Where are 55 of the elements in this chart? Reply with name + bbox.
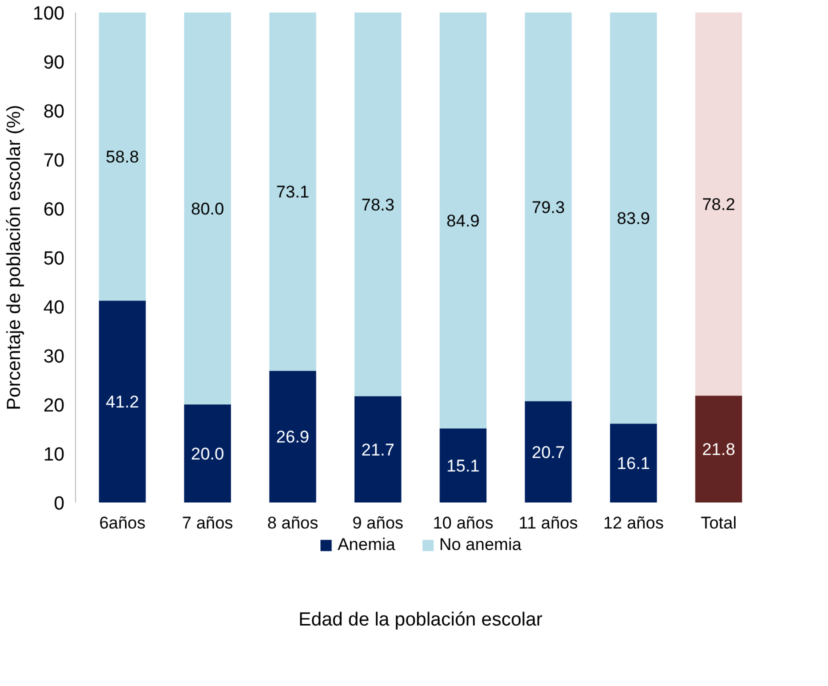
bar: [610, 12, 657, 424]
data-label: 21.7: [361, 440, 394, 460]
data-label: 21.8: [702, 440, 736, 460]
y-tick-label: 80: [43, 102, 65, 122]
bar: [440, 12, 487, 429]
y-tick-label: 0: [54, 494, 65, 514]
bar: [184, 12, 231, 404]
x-tick-label: 11 años: [518, 514, 578, 532]
y-tick-label: 100: [32, 4, 64, 24]
bar: [184, 404, 231, 502]
data-label: 16.1: [616, 454, 650, 474]
data-label: 83.9: [616, 209, 650, 228]
data-label: 73.1: [276, 182, 310, 202]
x-tick-label: 8 años: [267, 514, 318, 532]
bar: [98, 12, 146, 301]
bar: [98, 300, 146, 502]
y-tick-label: 40: [43, 298, 65, 318]
data-label: 15.1: [446, 456, 480, 476]
bar: [269, 370, 316, 502]
x-tick-label: 6años: [99, 514, 146, 532]
bar: [695, 12, 742, 396]
data-label: 20.0: [190, 444, 224, 464]
legend-label: Anemia: [338, 535, 396, 555]
x-tick-label: Total: [700, 514, 737, 532]
bar: [354, 396, 402, 502]
data-label: 78.2: [702, 195, 736, 214]
bar: [524, 12, 572, 402]
y-tick-label: 50: [43, 248, 65, 270]
legend-label: No anemia: [439, 535, 522, 555]
y-tick-label: 20: [43, 396, 65, 416]
data-label: 20.7: [532, 442, 565, 462]
x-tick-label: 9 años: [352, 514, 404, 532]
bar: [695, 396, 742, 502]
data-label: 84.9: [446, 212, 480, 231]
data-label: 79.3: [532, 198, 565, 217]
data-label: 58.8: [106, 148, 139, 167]
bar: [610, 424, 657, 502]
bar: [440, 428, 487, 502]
x-tick-label: 7 años: [182, 514, 234, 532]
data-label: 26.9: [276, 428, 310, 447]
y-tick-label: 10: [43, 444, 65, 466]
x-tick-label: 10 años: [432, 514, 494, 532]
data-label: 78.3: [361, 195, 394, 214]
bar: [269, 12, 316, 371]
y-axis-title: Porcentaje de población escolar (%): [4, 104, 25, 410]
bar: [524, 401, 572, 502]
x-axis-title: Edad de la población escolar: [298, 610, 544, 630]
x-tick-label: 12 años: [603, 514, 664, 532]
y-tick-label: 30: [43, 346, 65, 368]
y-tick-label: 60: [43, 200, 65, 220]
y-tick-label: 90: [43, 52, 65, 74]
data-label: 80.0: [190, 200, 224, 218]
bar: [354, 12, 402, 396]
data-label: 41.2: [106, 392, 139, 412]
y-tick-label: 70: [43, 150, 65, 172]
